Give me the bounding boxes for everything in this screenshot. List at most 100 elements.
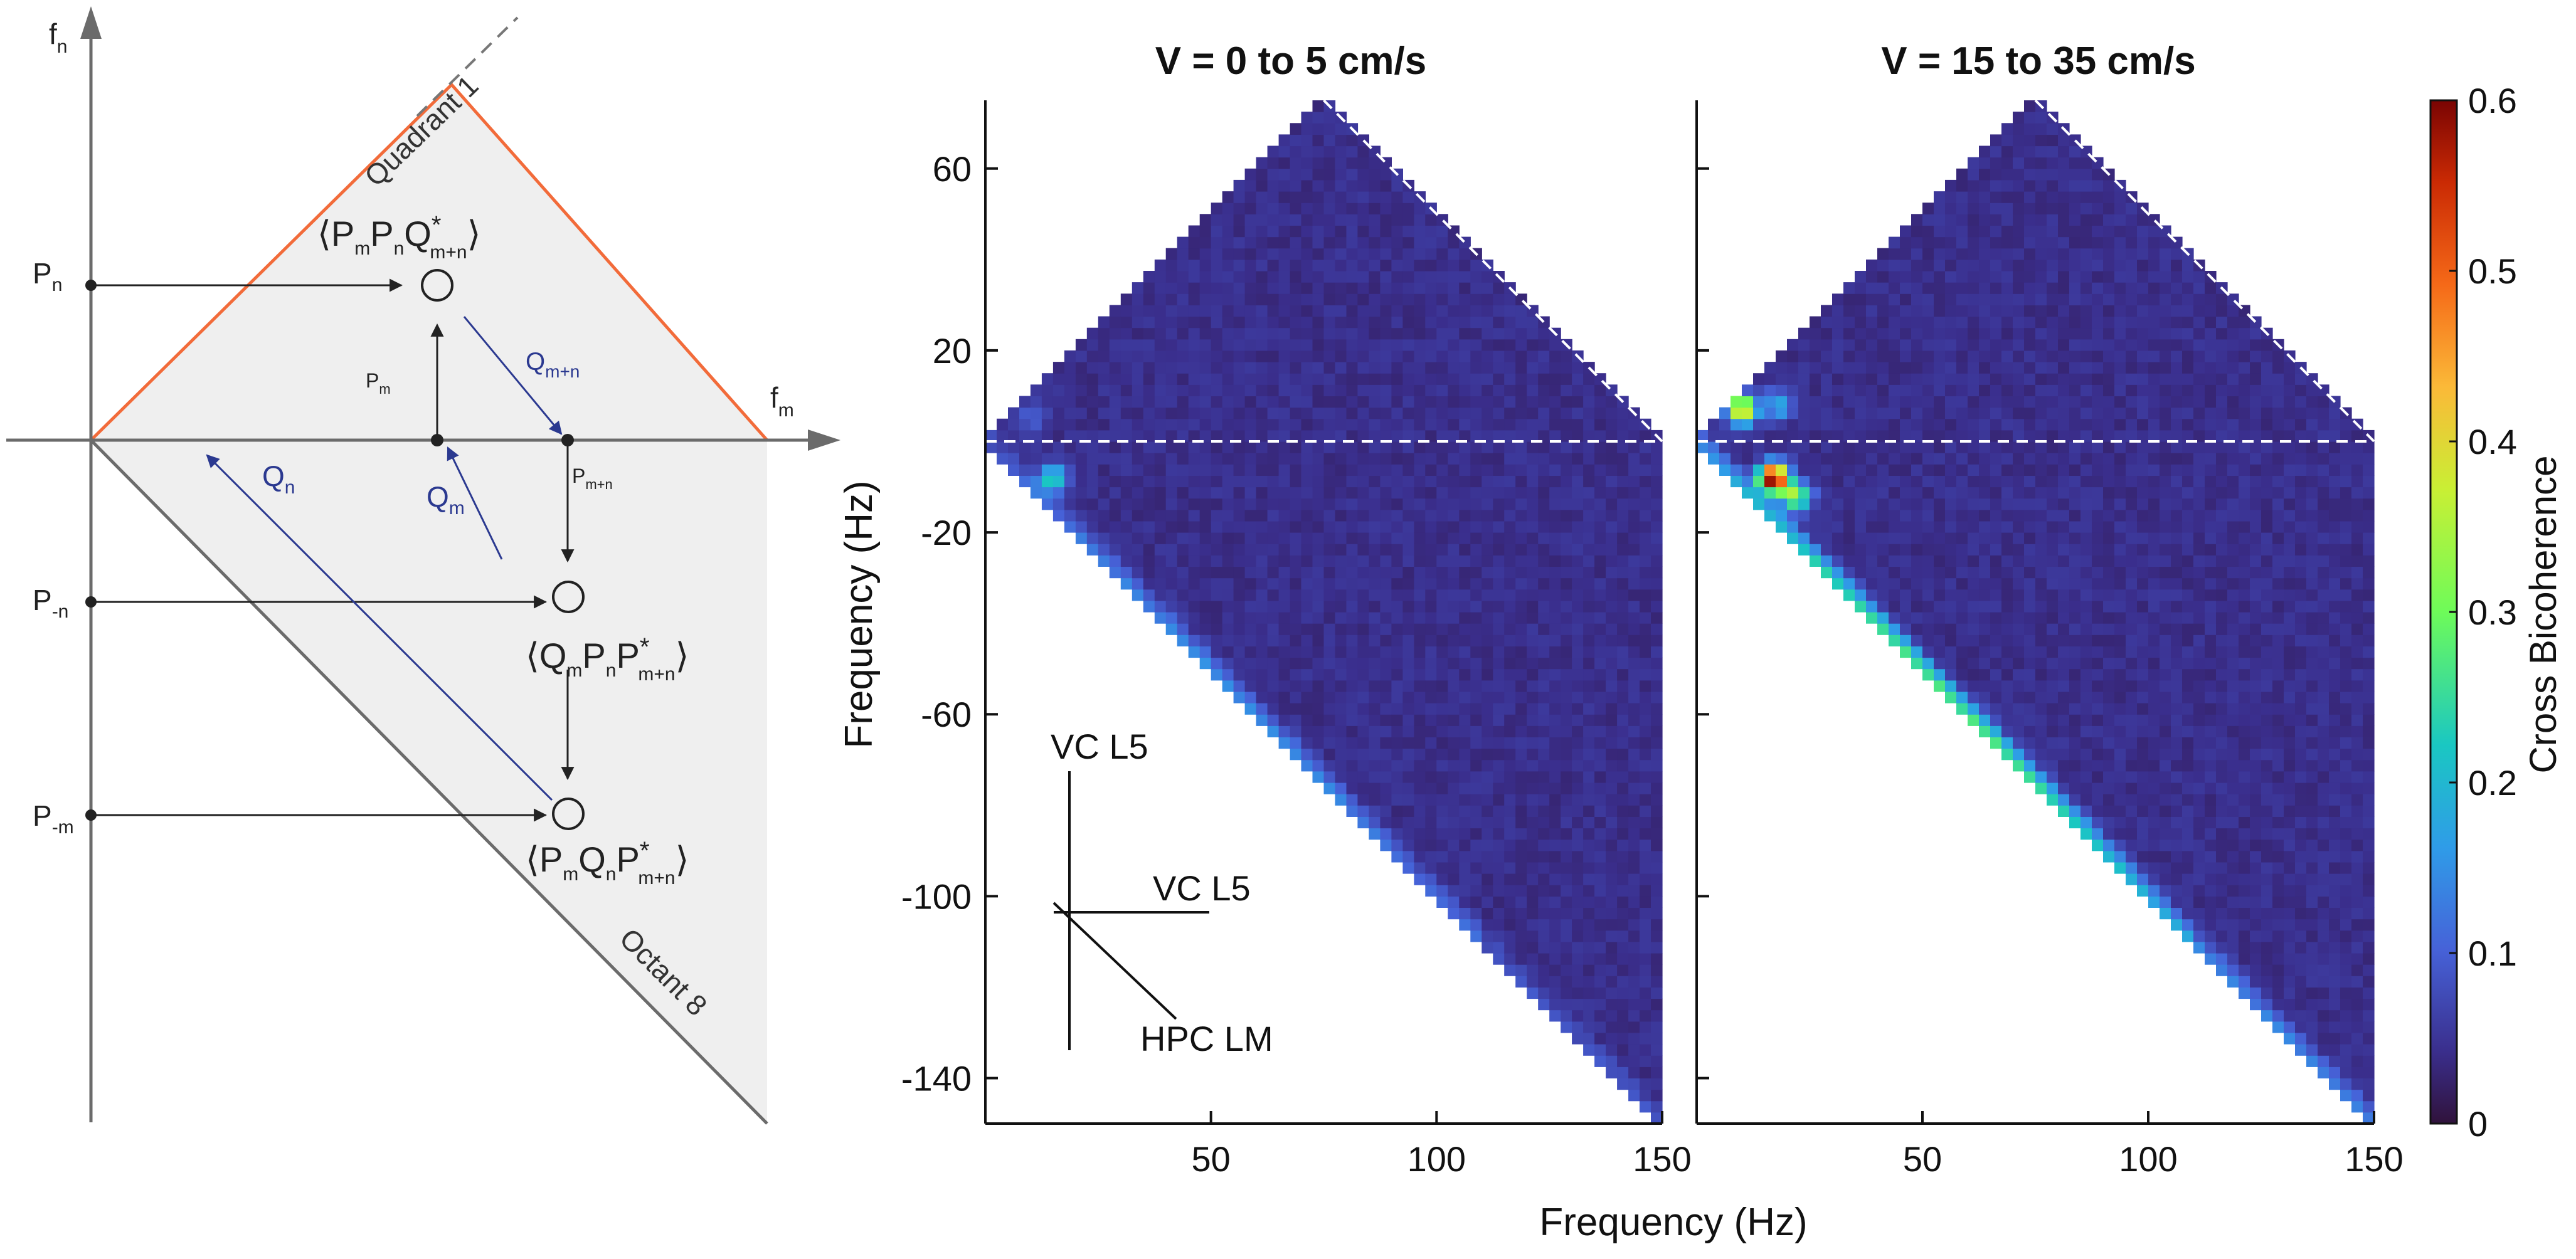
heatmap-cell <box>2216 919 2228 931</box>
heatmap-cell <box>1166 328 1178 340</box>
heatmap-cell <box>1481 635 1493 646</box>
heatmap-cell <box>1594 384 1606 396</box>
heatmap-cell <box>1911 601 1923 613</box>
heatmap-cell <box>1448 828 1460 840</box>
heatmap-cell <box>1380 567 1392 579</box>
heatmap-cell <box>1402 328 1414 340</box>
heatmap-cell <box>1347 271 1359 283</box>
heatmap-cell <box>2114 601 2126 613</box>
heatmap-cell <box>1470 828 1482 840</box>
heatmap-cell <box>1448 441 1460 453</box>
heatmap-cell <box>1979 601 1991 613</box>
heatmap-cell <box>2035 646 2047 658</box>
heatmap-cell <box>1968 203 1980 214</box>
heatmap-cell <box>1922 487 1934 499</box>
heatmap-cell <box>1990 658 2002 670</box>
heatmap-cell <box>1855 282 1867 294</box>
heatmap-cell <box>2080 532 2092 544</box>
heatmap-cell <box>2137 737 2149 749</box>
heatmap-cell <box>2148 669 2160 681</box>
heatmap-cell <box>2148 658 2160 670</box>
heatmap-cell <box>1414 260 1426 271</box>
heatmap-cell <box>1979 714 1991 726</box>
heatmap-cell <box>1504 555 1516 567</box>
heatmap-cell <box>1459 851 1471 863</box>
heatmap-cell <box>2239 816 2250 828</box>
heatmap-cell <box>1347 293 1359 305</box>
heatmap-cell <box>1549 555 1561 567</box>
heatmap-cell <box>2001 441 2013 453</box>
heatmap-cell <box>2193 703 2205 715</box>
heatmap-cell <box>1200 487 1212 499</box>
heatmap-cell <box>1787 430 1799 442</box>
heatmap-cell <box>2069 305 2081 317</box>
heatmap-cell <box>2126 317 2138 329</box>
heatmap-cell <box>1448 487 1460 499</box>
heatmap-cell <box>1945 544 1957 556</box>
heatmap-cell <box>1651 578 1663 590</box>
heatmap-cell <box>1640 487 1651 499</box>
heatmap-cell <box>1493 464 1505 476</box>
heatmap-cell <box>2069 487 2081 499</box>
heatmap-cell <box>1347 498 1359 510</box>
heatmap-cell <box>1369 680 1381 692</box>
heatmap-cell <box>1821 317 1833 329</box>
heatmap-cell <box>2114 714 2126 726</box>
heatmap-cell <box>2137 794 2149 806</box>
heatmap-cell <box>2069 544 2081 556</box>
heatmap-cell <box>1640 658 1651 670</box>
heatmap-cell <box>1990 669 2002 681</box>
heatmap-cell <box>2160 782 2171 794</box>
heatmap-cell <box>2160 885 2171 897</box>
heatmap-cell <box>1448 475 1460 487</box>
heatmap-cell <box>1493 669 1505 681</box>
heatmap-cell <box>1189 453 1201 465</box>
heatmap-cell <box>1425 805 1437 817</box>
heatmap-cell <box>1764 510 1776 522</box>
heatmap-cell <box>1459 737 1471 749</box>
heatmap-cell <box>2069 396 2081 408</box>
heatmap-cell <box>1470 692 1482 703</box>
fm-axis-label: fm <box>770 381 794 421</box>
heatmap-cell <box>1504 532 1516 544</box>
heatmap-cell <box>1527 908 1539 920</box>
heatmap-cell <box>2148 498 2160 510</box>
heatmap-cell <box>1742 408 1754 419</box>
heatmap-cell <box>2114 771 2126 783</box>
heatmap-cell <box>2047 203 2059 214</box>
heatmap-cell <box>2137 384 2149 396</box>
heatmap-cell <box>1481 350 1493 362</box>
heatmap-cell <box>1561 419 1572 431</box>
heatmap-cell <box>1594 976 1606 988</box>
heatmap-cell <box>1436 816 1448 828</box>
heatmap-cell <box>1380 692 1392 703</box>
heatmap-cell <box>1889 362 1900 374</box>
heatmap-cell <box>2250 362 2262 374</box>
heatmap-cell <box>1470 282 1482 294</box>
heatmap-cell <box>1222 396 1234 408</box>
heatmap-cell <box>1538 999 1550 1011</box>
heatmap-cell <box>1651 840 1663 851</box>
heatmap-cell <box>2182 919 2194 931</box>
heatmap-cell <box>2250 771 2262 783</box>
heatmap-cell <box>1968 169 1980 181</box>
heatmap-cell <box>1324 134 1336 146</box>
heatmap-cell <box>1177 396 1189 408</box>
heatmap-cell <box>2013 441 2025 453</box>
heatmap-cell <box>2160 703 2171 715</box>
heatmap-cell <box>1402 521 1414 533</box>
heatmap-cell <box>1821 532 1833 544</box>
heatmap-cell <box>2001 362 2013 374</box>
heatmap-cell <box>2160 578 2171 590</box>
heatmap-cell <box>2114 362 2126 374</box>
heatmap-cell <box>1177 578 1189 590</box>
heatmap-cell <box>1369 737 1381 749</box>
heatmap-cell <box>1380 828 1392 840</box>
heatmap-cell <box>1911 475 1923 487</box>
heatmap-cell <box>1877 362 1889 374</box>
heatmap-cell <box>2126 851 2138 863</box>
heatmap-cell <box>1594 771 1606 783</box>
heatmap-cell <box>1076 498 1088 510</box>
heatmap-cell <box>1617 873 1629 885</box>
heatmap-cell <box>1527 816 1539 828</box>
